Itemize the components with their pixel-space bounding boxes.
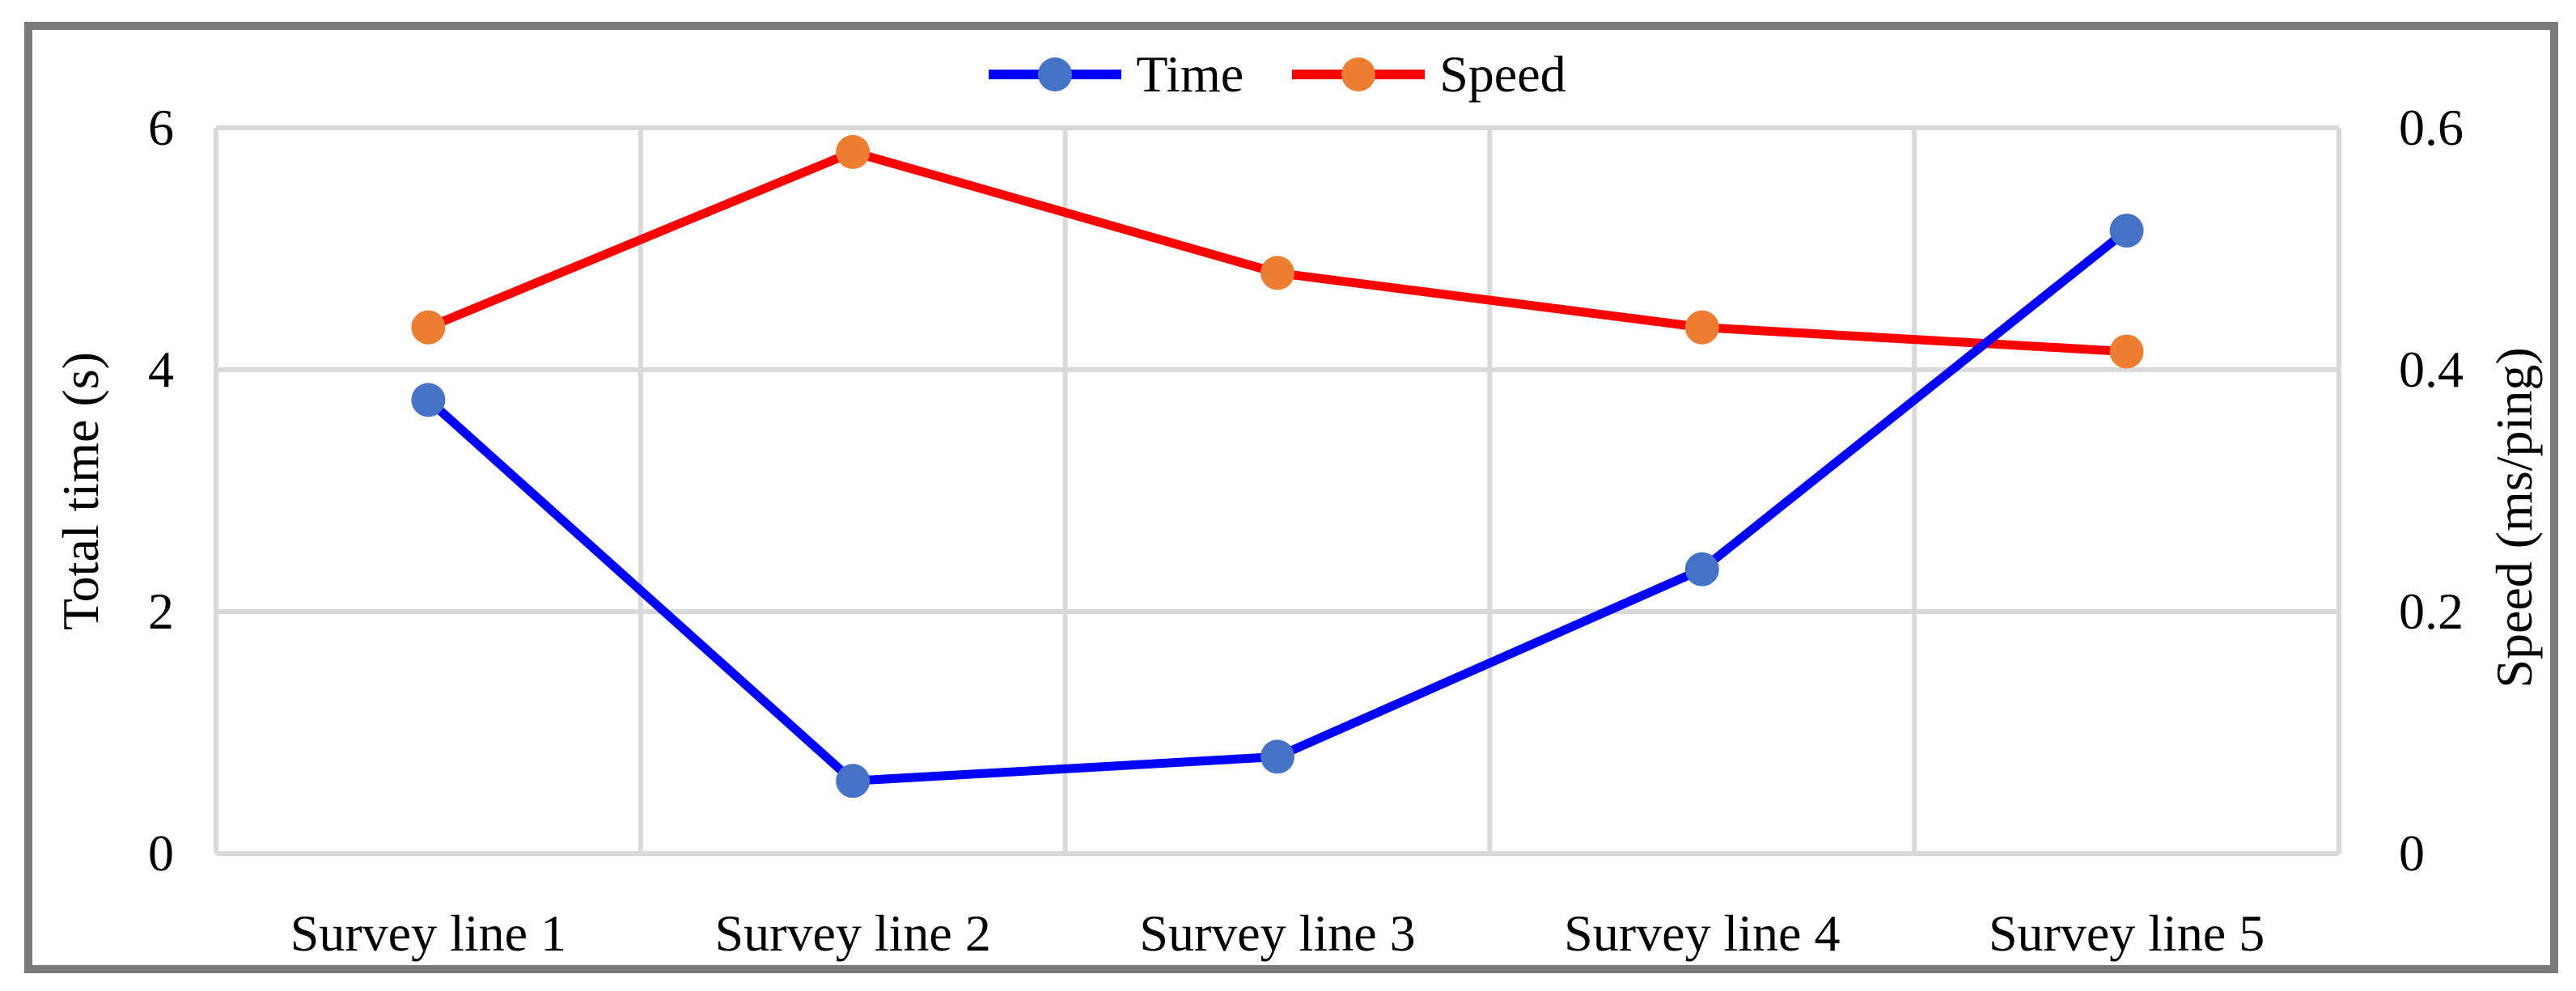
chart-legend: Time Speed: [216, 42, 2339, 107]
category-label: Survey line 5: [1988, 904, 2265, 962]
left-tick-label: 6: [148, 99, 174, 156]
category-label: Survey line 3: [1139, 904, 1416, 962]
data-point-time: [1684, 552, 1719, 587]
data-point-speed: [836, 134, 871, 169]
series-line-time: [425, 227, 2130, 786]
data-point-speed: [1684, 310, 1719, 345]
figure-border: [24, 22, 2558, 973]
data-point-time: [411, 383, 446, 417]
left-tick-label: 0: [148, 824, 174, 882]
right-tick-label: 0.6: [2399, 99, 2464, 156]
category-label: Survey line 2: [714, 904, 991, 962]
legend-marker-icon: [1341, 57, 1376, 91]
right-tick-label: 0: [2399, 824, 2425, 882]
series-line-speed: [426, 147, 2127, 357]
left-tick-label: 2: [148, 582, 174, 640]
legend-item-time: Time: [989, 49, 1244, 100]
data-point-speed: [411, 310, 446, 345]
category-label: Survey line 1: [290, 904, 567, 962]
legend-item-speed: Speed: [1292, 49, 1566, 100]
legend-label: Speed: [1439, 45, 1566, 103]
legend-line-sample: [1292, 57, 1426, 91]
right-axis-title: Speed (ms/ping): [2485, 347, 2543, 688]
left-tick-label: 4: [148, 341, 174, 398]
data-point-speed: [2109, 334, 2144, 369]
right-tick-label: 0.4: [2399, 341, 2464, 398]
legend-label: Time: [1136, 45, 1244, 103]
data-point-time: [1260, 739, 1294, 774]
category-label: Survey line 4: [1564, 904, 1841, 962]
data-point-time: [2109, 214, 2144, 248]
legend-marker-icon: [1038, 57, 1073, 91]
legend-line-sample: [989, 57, 1122, 91]
data-point-speed: [1260, 256, 1294, 290]
data-point-time: [836, 764, 871, 798]
right-tick-label: 0.2: [2399, 582, 2464, 640]
plot-area: [214, 125, 2341, 856]
